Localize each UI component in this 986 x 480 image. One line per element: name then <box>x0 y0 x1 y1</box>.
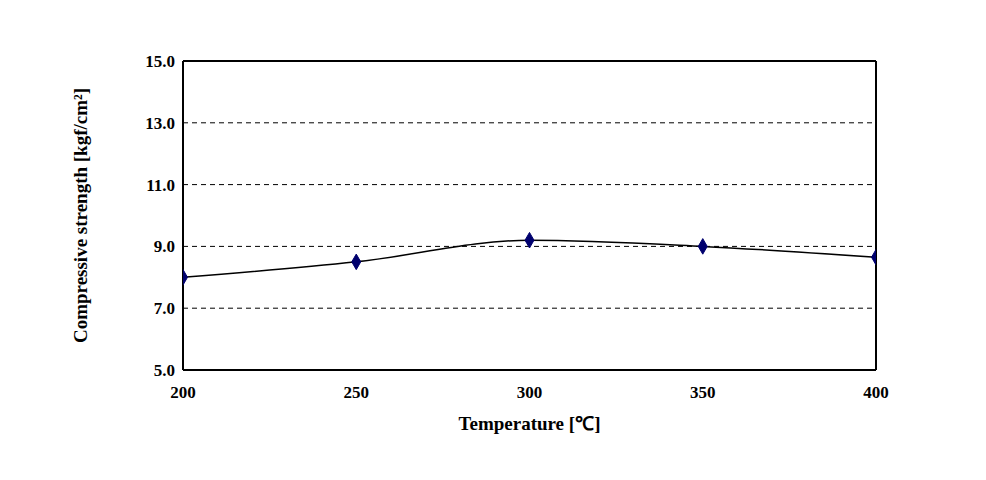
svg-text:9.0: 9.0 <box>154 237 175 256</box>
svg-text:Compressive strength [kgf/cm²]: Compressive strength [kgf/cm²] <box>70 88 91 343</box>
svg-text:200: 200 <box>170 383 196 402</box>
svg-text:250: 250 <box>344 383 370 402</box>
svg-text:300: 300 <box>517 383 543 402</box>
svg-text:350: 350 <box>690 383 716 402</box>
svg-text:7.0: 7.0 <box>154 299 175 318</box>
svg-text:11.0: 11.0 <box>146 176 175 195</box>
svg-text:Temperature [℃]: Temperature [℃] <box>459 413 601 434</box>
svg-text:15.0: 15.0 <box>145 52 175 71</box>
svg-text:400: 400 <box>863 383 889 402</box>
svg-text:5.0: 5.0 <box>154 361 175 380</box>
svg-text:13.0: 13.0 <box>145 114 175 133</box>
